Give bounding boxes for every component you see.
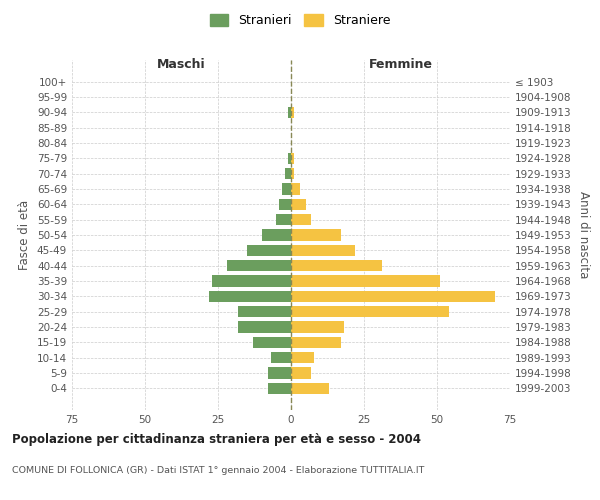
Bar bbox=[291, 276, 440, 287]
Bar bbox=[291, 368, 311, 379]
Bar bbox=[288, 106, 291, 118]
Text: Popolazione per cittadinanza straniera per età e sesso - 2004: Popolazione per cittadinanza straniera p… bbox=[12, 432, 421, 446]
Bar bbox=[291, 168, 294, 179]
Y-axis label: Anni di nascita: Anni di nascita bbox=[577, 192, 590, 278]
Bar bbox=[291, 352, 314, 364]
Bar bbox=[268, 382, 291, 394]
Bar bbox=[212, 276, 291, 287]
Bar bbox=[291, 322, 344, 333]
Bar bbox=[262, 229, 291, 241]
Text: Femmine: Femmine bbox=[368, 58, 433, 71]
Bar bbox=[291, 106, 294, 118]
Bar bbox=[291, 183, 300, 194]
Bar bbox=[291, 198, 305, 210]
Bar bbox=[253, 336, 291, 348]
Bar bbox=[282, 183, 291, 194]
Bar bbox=[291, 229, 341, 241]
Bar bbox=[238, 306, 291, 318]
Bar bbox=[247, 244, 291, 256]
Bar bbox=[238, 322, 291, 333]
Bar bbox=[291, 260, 382, 272]
Bar bbox=[280, 198, 291, 210]
Bar bbox=[291, 336, 341, 348]
Bar bbox=[277, 214, 291, 226]
Bar bbox=[291, 214, 311, 226]
Bar bbox=[291, 152, 294, 164]
Bar bbox=[209, 290, 291, 302]
Legend: Stranieri, Straniere: Stranieri, Straniere bbox=[205, 8, 395, 32]
Y-axis label: Fasce di età: Fasce di età bbox=[19, 200, 31, 270]
Text: COMUNE DI FOLLONICA (GR) - Dati ISTAT 1° gennaio 2004 - Elaborazione TUTTITALIA.: COMUNE DI FOLLONICA (GR) - Dati ISTAT 1°… bbox=[12, 466, 424, 475]
Bar bbox=[268, 368, 291, 379]
Bar bbox=[288, 152, 291, 164]
Text: Maschi: Maschi bbox=[157, 58, 206, 71]
Bar bbox=[291, 382, 329, 394]
Bar bbox=[285, 168, 291, 179]
Bar bbox=[291, 244, 355, 256]
Bar bbox=[227, 260, 291, 272]
Bar bbox=[291, 306, 449, 318]
Bar bbox=[291, 290, 496, 302]
Bar bbox=[271, 352, 291, 364]
